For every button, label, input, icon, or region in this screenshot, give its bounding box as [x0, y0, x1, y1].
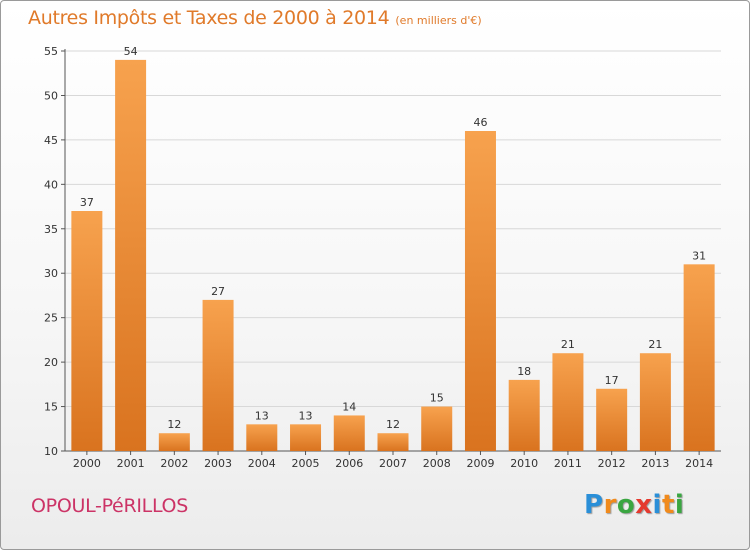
- bar-2002: [158, 433, 190, 451]
- x-tick-label: 2005: [292, 457, 320, 470]
- chart-subtitle: (en milliers d'€): [395, 14, 482, 27]
- value-label: 15: [430, 392, 444, 405]
- value-label: 27: [211, 285, 225, 298]
- y-tick-label: 25: [44, 312, 58, 325]
- logo-letter: o: [616, 490, 636, 520]
- town-name: OPOUL-PéRILLOS: [31, 495, 188, 517]
- bar-2006: [333, 415, 365, 451]
- bar-2011: [552, 353, 584, 451]
- value-label: 12: [167, 418, 181, 431]
- value-label: 17: [605, 374, 619, 387]
- x-tick-label: 2007: [379, 457, 407, 470]
- x-tick-label: 2012: [598, 457, 626, 470]
- value-label: 21: [648, 338, 662, 351]
- x-tick-label: 2008: [423, 457, 451, 470]
- value-label: 13: [299, 409, 313, 422]
- value-label: 21: [561, 338, 575, 351]
- logo-letter: r: [603, 490, 617, 520]
- x-tick-label: 2010: [510, 457, 538, 470]
- value-label: 37: [80, 196, 94, 209]
- x-tick-label: 2014: [685, 457, 713, 470]
- bar-2004: [246, 424, 278, 451]
- value-label: 46: [473, 116, 487, 129]
- bar-2005: [290, 424, 322, 451]
- proxiti-logo[interactable]: Proxiti: [584, 490, 684, 520]
- value-label: 18: [517, 365, 531, 378]
- bar-2007: [377, 433, 409, 451]
- value-label: 13: [255, 409, 269, 422]
- y-tick-label: 10: [44, 445, 58, 458]
- chart-title: Autres Impôts et Taxes de 2000 à 2014 (en…: [28, 7, 482, 29]
- x-tick-label: 2004: [248, 457, 276, 470]
- bars: [71, 59, 715, 452]
- y-tick-label: 45: [44, 134, 58, 147]
- x-tick-label: 2002: [160, 457, 188, 470]
- x-tick-label: 2003: [204, 457, 232, 470]
- chart-title-text: Autres Impôts et Taxes de 2000 à 2014: [28, 7, 390, 29]
- bar-2000: [71, 211, 103, 451]
- bar-2009: [464, 131, 496, 451]
- x-tick-label: 2006: [335, 457, 363, 470]
- bar-2008: [421, 406, 453, 451]
- value-label: 14: [342, 400, 356, 413]
- y-tick-label: 30: [44, 267, 58, 280]
- bar-2001: [115, 59, 147, 452]
- logo-letter: P: [584, 490, 604, 520]
- y-tick-label: 35: [44, 223, 58, 236]
- x-tick-label: 2009: [466, 457, 494, 470]
- y-tick-label: 15: [44, 401, 58, 414]
- x-tick-label: 2011: [554, 457, 582, 470]
- logo-letter: i: [674, 490, 685, 520]
- x-tick-label: 2000: [73, 457, 101, 470]
- labels: 37 2000 54 2001 12 2002 27 2003 13 2004 13 2005 14 20…: [73, 45, 713, 470]
- bar-2010: [508, 379, 540, 451]
- bar-2013: [639, 353, 671, 451]
- y-tick-label: 55: [44, 45, 58, 58]
- logo-letter: i: [652, 490, 662, 520]
- value-label: 12: [386, 418, 400, 431]
- value-label: 31: [692, 249, 706, 262]
- bar-2014: [683, 264, 715, 451]
- bar-2003: [202, 299, 234, 451]
- x-tick-label: 2013: [641, 457, 669, 470]
- y-tick-label: 40: [44, 178, 58, 191]
- logo-letter: x: [635, 490, 653, 520]
- x-tick-label: 2001: [117, 457, 145, 470]
- value-label: 54: [124, 45, 138, 58]
- bar-2012: [596, 388, 628, 451]
- y-tick-label: 20: [44, 356, 58, 369]
- logo-letter: t: [661, 490, 675, 520]
- y-tick-label: 50: [44, 89, 58, 102]
